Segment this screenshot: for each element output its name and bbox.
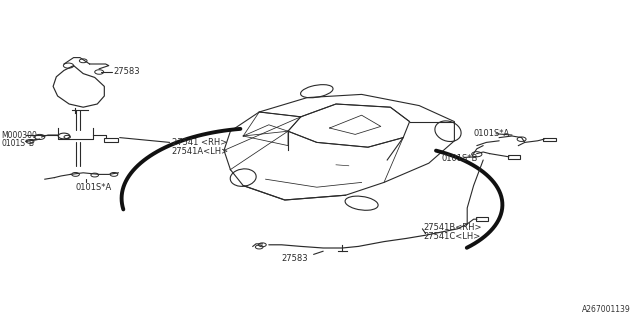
Text: 27583: 27583 xyxy=(113,68,140,76)
Bar xyxy=(476,217,488,221)
Text: 0101S*A: 0101S*A xyxy=(76,183,112,192)
Bar xyxy=(508,155,520,159)
Text: 0101S*B: 0101S*B xyxy=(442,154,478,163)
Bar xyxy=(104,138,118,142)
Text: A267001139: A267001139 xyxy=(582,305,630,314)
Text: 27541A<LH>: 27541A<LH> xyxy=(172,147,228,156)
Text: 27541C<LH>: 27541C<LH> xyxy=(424,232,481,241)
Text: 27541B<RH>: 27541B<RH> xyxy=(424,223,482,232)
Bar xyxy=(543,138,556,141)
Text: 27541 <RH>: 27541 <RH> xyxy=(172,138,227,147)
Text: 0101S*B: 0101S*B xyxy=(1,139,35,148)
Text: M000300: M000300 xyxy=(1,131,37,140)
Text: 0101S*A: 0101S*A xyxy=(474,129,510,138)
Text: 27583: 27583 xyxy=(282,254,308,263)
